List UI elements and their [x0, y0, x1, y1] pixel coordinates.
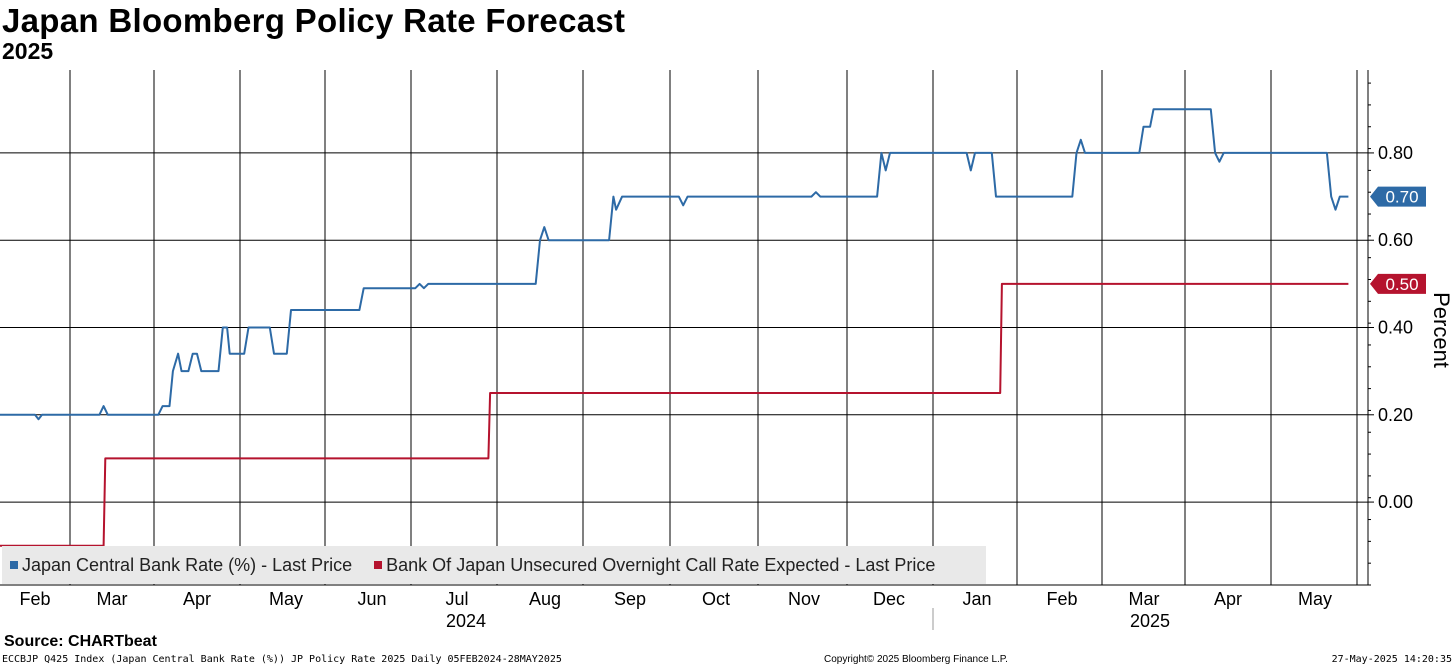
legend-label-blue: Japan Central Bank Rate (%) - Last Price	[22, 554, 353, 575]
x-year-label: 2025	[1130, 611, 1170, 631]
legend-label-red: Bank Of Japan Unsecured Overnight Call R…	[386, 554, 936, 575]
x-tick-label: Jan	[962, 589, 991, 609]
x-tick-label: Feb	[19, 589, 50, 609]
x-tick-label: Apr	[183, 589, 211, 609]
last-value-label: 0.70	[1385, 188, 1418, 207]
x-tick-label: May	[1298, 589, 1332, 609]
x-tick-label: Feb	[1046, 589, 1077, 609]
legend-swatch-blue	[10, 561, 18, 569]
footer-copyright: Copyright© 2025 Bloomberg Finance L.P.	[824, 654, 1008, 665]
legend-swatch-red	[374, 561, 383, 569]
footer-index-info: ECCBJP Q425 Index (Japan Central Bank Ra…	[2, 654, 562, 665]
last-value-tag	[1370, 186, 1426, 207]
series-line-central-bank-rate	[0, 108, 1349, 421]
x-tick-label: Nov	[788, 589, 820, 609]
x-tick-label: Oct	[702, 589, 730, 609]
x-tick-label: May	[269, 589, 303, 609]
x-tick-label: Jun	[357, 589, 386, 609]
source-label: Source: CHARTbeat	[4, 633, 157, 650]
series-line-overnight-call-rate	[0, 282, 1349, 547]
x-tick-label: Apr	[1214, 589, 1242, 609]
y-tick-label: 0.80	[1378, 143, 1413, 163]
last-value-tag	[1370, 273, 1426, 294]
last-value-label: 0.50	[1385, 275, 1418, 294]
footer-timestamp: 27-May-2025 14:20:35	[1331, 654, 1452, 665]
chart-subtitle: 2025	[2, 38, 54, 64]
x-tick-label: Mar	[97, 589, 128, 609]
x-tick-label: Dec	[873, 589, 905, 609]
y-tick-label: 0.00	[1378, 492, 1413, 512]
x-tick-label: Jul	[445, 589, 468, 609]
y-axis-title: Percent	[1429, 292, 1454, 368]
y-tick-label: 0.20	[1378, 405, 1413, 425]
legend-item-red: Bank Of Japan Unsecured Overnight Call R…	[374, 555, 935, 576]
x-year-label: 2024	[446, 611, 486, 631]
legend: Japan Central Bank Rate (%) - Last Price…	[2, 546, 986, 584]
y-tick-label: 0.60	[1378, 230, 1413, 250]
x-tick-label: Aug	[529, 589, 561, 609]
chart-title: Japan Bloomberg Policy Rate Forecast	[2, 2, 626, 39]
x-tick-label: Sep	[614, 589, 646, 609]
legend-item-blue: Japan Central Bank Rate (%) - Last Price	[10, 555, 352, 576]
y-tick-label: 0.40	[1378, 318, 1413, 338]
x-tick-label: Mar	[1129, 589, 1160, 609]
